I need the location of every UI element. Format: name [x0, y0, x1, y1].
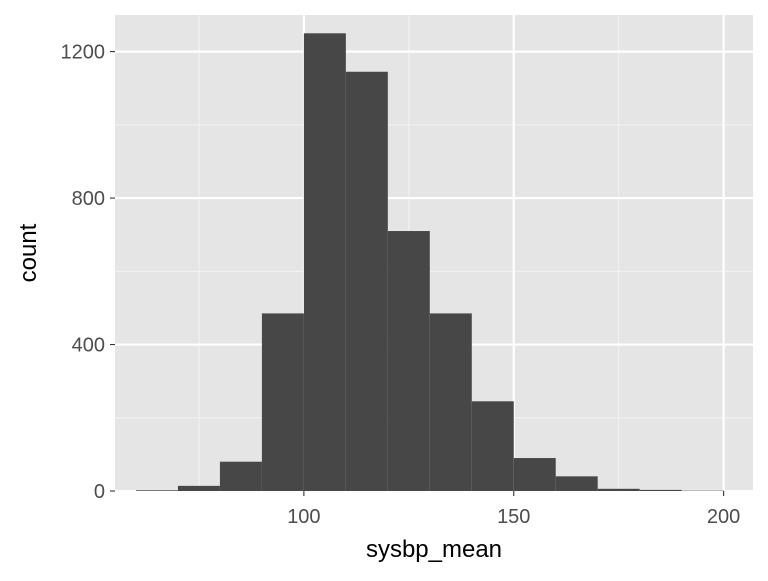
histogram-bar	[598, 489, 640, 491]
histogram-bar	[178, 486, 220, 491]
x-tick-label: 150	[497, 506, 530, 528]
x-axis-title: sysbp_mean	[366, 536, 502, 563]
y-tick-label: 400	[72, 335, 105, 357]
histogram-bar	[640, 490, 682, 491]
histogram-bar	[472, 401, 514, 491]
y-axis-title: count	[15, 223, 42, 282]
histogram-bar	[304, 33, 346, 491]
histogram-bar	[136, 490, 178, 491]
y-tick-label: 0	[94, 481, 105, 503]
histogram-bar	[220, 462, 262, 491]
histogram-bar	[430, 313, 472, 491]
x-tick-label: 200	[707, 506, 740, 528]
histogram-bar	[346, 72, 388, 491]
x-tick-label: 100	[287, 506, 320, 528]
histogram-bar	[514, 458, 556, 491]
histogram-bar	[262, 313, 304, 491]
y-tick-label: 800	[72, 188, 105, 210]
histogram-bar	[388, 231, 430, 491]
y-tick-label: 1200	[61, 42, 106, 64]
histogram-bar	[556, 476, 598, 491]
